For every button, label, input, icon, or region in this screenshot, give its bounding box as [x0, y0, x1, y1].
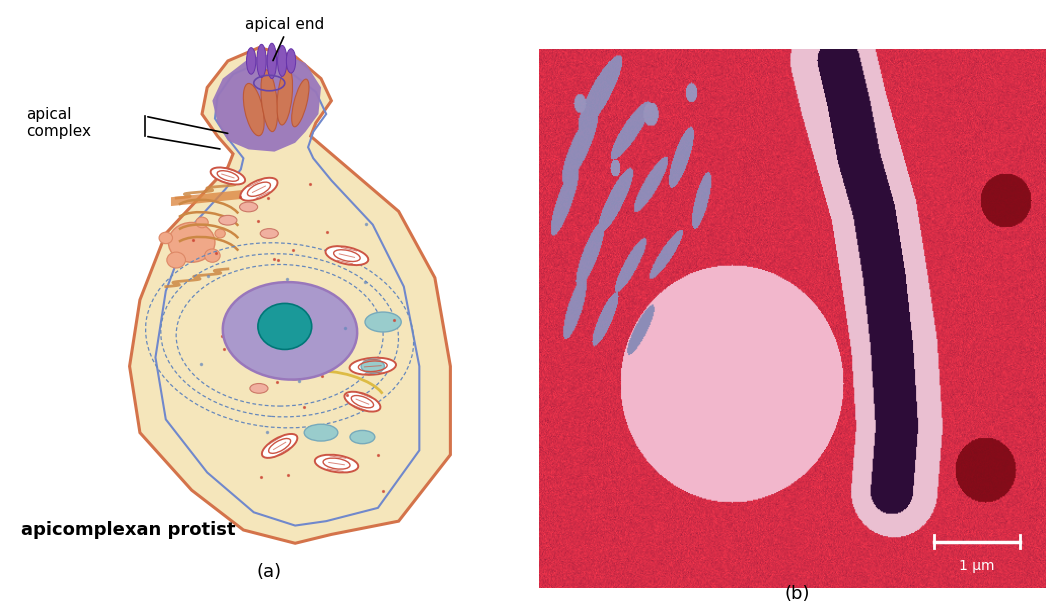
Ellipse shape [361, 359, 384, 373]
Ellipse shape [286, 370, 304, 380]
Ellipse shape [344, 392, 380, 412]
Ellipse shape [278, 45, 287, 76]
Ellipse shape [210, 168, 245, 184]
Ellipse shape [350, 357, 396, 375]
Ellipse shape [277, 68, 293, 125]
Circle shape [168, 222, 215, 263]
Ellipse shape [286, 49, 296, 73]
Polygon shape [212, 52, 321, 152]
Ellipse shape [325, 246, 369, 265]
Text: 1 μm: 1 μm [959, 559, 995, 573]
Ellipse shape [262, 434, 298, 458]
Ellipse shape [241, 178, 278, 201]
Text: apical end: apical end [245, 17, 324, 32]
Ellipse shape [267, 43, 277, 78]
Ellipse shape [260, 229, 279, 238]
Ellipse shape [243, 83, 264, 136]
Ellipse shape [365, 312, 401, 332]
Text: (a): (a) [257, 563, 282, 581]
Ellipse shape [304, 424, 338, 441]
Ellipse shape [250, 384, 268, 394]
Circle shape [258, 304, 312, 349]
Circle shape [195, 217, 208, 228]
Circle shape [167, 252, 186, 268]
Circle shape [215, 229, 225, 238]
Polygon shape [171, 188, 259, 206]
Circle shape [159, 232, 172, 244]
Ellipse shape [219, 215, 237, 225]
Text: (b): (b) [785, 585, 810, 603]
Text: apicomplexan protist: apicomplexan protist [21, 521, 235, 539]
Text: apical
complex: apical complex [26, 106, 91, 139]
Ellipse shape [257, 44, 266, 78]
Ellipse shape [246, 48, 256, 74]
Ellipse shape [291, 79, 309, 127]
Ellipse shape [315, 455, 358, 472]
Circle shape [205, 249, 220, 263]
Ellipse shape [261, 70, 278, 132]
Ellipse shape [223, 282, 357, 379]
Ellipse shape [350, 430, 375, 444]
Polygon shape [130, 48, 451, 543]
Ellipse shape [240, 202, 258, 212]
